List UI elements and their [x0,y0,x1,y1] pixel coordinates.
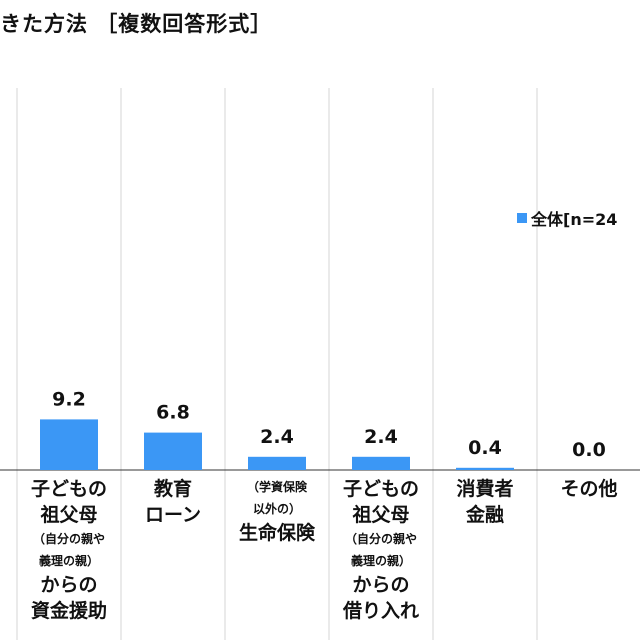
category-label: 子どもの祖父母 （自分の親や 義理の親） からの借り入れ [329,476,433,624]
category-label: 子どもの祖父母 （自分の親や 義理の親） からの資金援助 [17,476,121,624]
bar-chart: 9.2 6.8 2.4 2.4 0.4 0.0 全体[n=24 子どもの祖父母 （自分の親や… [0,88,640,640]
bar [40,419,98,470]
bar [352,456,410,470]
category-label-line: 祖父母 [40,504,98,526]
legend-label: 全体[n=24 [531,210,618,229]
data-label: 2.4 [260,426,294,448]
data-label: 9.2 [52,388,86,410]
category-label-line: 金融 [465,504,504,526]
category-label: その他 [537,476,640,502]
category-label-line: その他 [560,478,618,500]
legend: 全体[n=24 [517,206,617,230]
bar [456,467,514,470]
category-label-line: からの [40,574,98,596]
category-label-line: 子どもの [342,478,419,500]
data-label: 6.8 [156,402,190,424]
category-label-line: 教育 [153,478,192,500]
category-label-line: （自分の親や [344,532,417,546]
category-label-line: からの [352,574,410,596]
category-label-line: （自分の親や [32,532,105,546]
chart-title: きた方法 ［複数回答形式］ [0,12,273,36]
category-label-line: 義理の親） [38,554,99,568]
category-label: （学資保険以外の） 生命保険 [225,476,329,546]
bar-chart-canvas: 9.2 6.8 2.4 2.4 0.4 0.0 [0,88,640,640]
category-label: 消費者 金融 [433,476,537,528]
category-label-line: 以外の） [252,502,301,516]
data-label: 2.4 [364,426,398,448]
category-label-line: 消費者 [456,478,514,500]
data-label: 0.0 [572,439,606,461]
category-label-line: 生命保険 [238,522,315,544]
category-label-line: 子どもの [30,478,107,500]
bar [144,432,202,470]
category-label-line: 義理の親） [350,554,411,568]
legend-swatch [517,213,527,223]
data-label: 0.4 [468,437,502,459]
category-label-line: 資金援助 [30,600,107,622]
category-label-line: （学資保険 [246,480,307,494]
category-label-line: 祖父母 [352,504,410,526]
category-label-line: 借り入れ [342,600,419,622]
category-label-line: ローン [144,504,202,526]
category-label: 教育 ローン [121,476,225,528]
bar [248,456,306,470]
